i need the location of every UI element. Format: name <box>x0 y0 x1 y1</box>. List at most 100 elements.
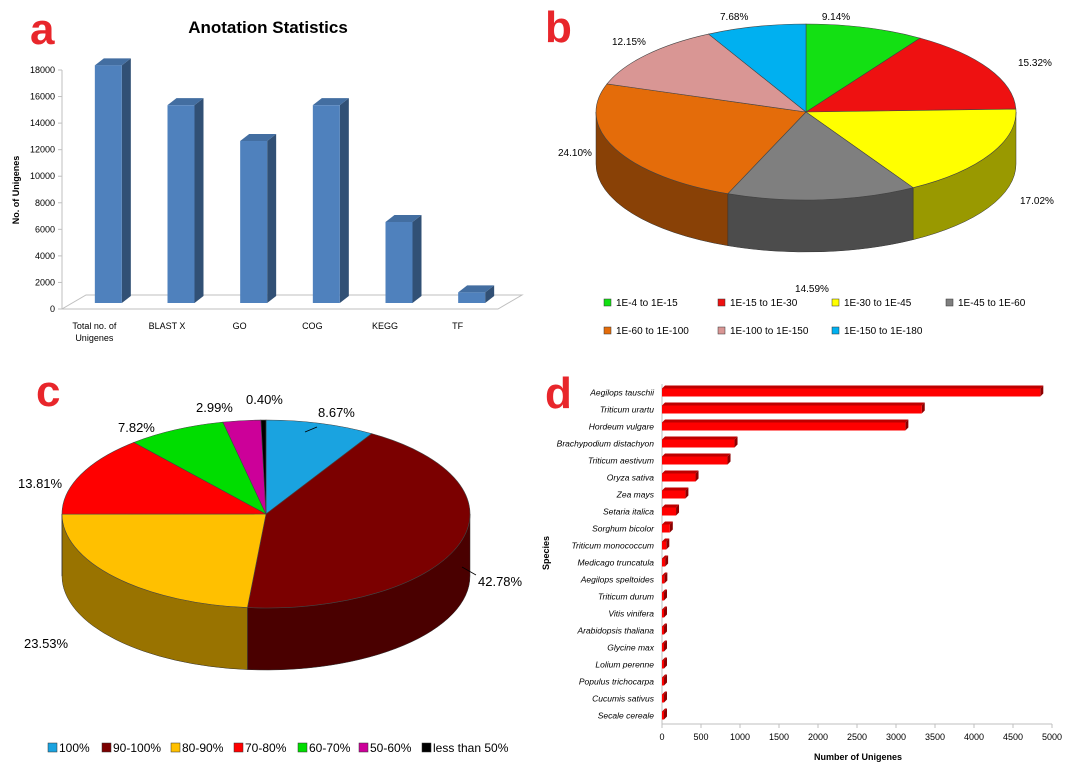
chart-b-legend-swatch <box>717 326 726 335</box>
chart-d-xtick-label: 2000 <box>808 732 828 742</box>
chart-d-bar <box>662 405 922 414</box>
chart-d-species-label: Brachypodium distachyon <box>557 439 655 449</box>
chart-d-species-label: Vitis vinifera <box>608 609 654 619</box>
chart-a-floor <box>60 294 524 310</box>
chart-d-bar-top <box>662 436 738 440</box>
chart-c-legend-swatch <box>101 742 112 753</box>
chart-d-bar-top <box>662 657 667 661</box>
chart-d-bar-side <box>921 402 925 414</box>
chart-d-xtick-label: 1000 <box>730 732 750 742</box>
chart-a-bar-side <box>412 215 422 303</box>
chart-a-ytick-label: 6000 <box>35 224 55 234</box>
chart-b-slice-label: 24.10% <box>558 148 592 159</box>
chart-a-bar-side <box>121 58 131 304</box>
chart-c-slice-label: 8.67% <box>318 405 355 420</box>
chart-d-bar-side <box>1040 385 1044 397</box>
chart-c-legend-label: 70-80% <box>245 741 287 755</box>
chart-a-ytick-label: 8000 <box>35 198 55 208</box>
chart-d-bar-top <box>662 521 673 525</box>
chart-d-bar-side <box>727 453 731 465</box>
panel-letter-b: b <box>545 3 572 52</box>
chart-a-bar <box>385 222 413 303</box>
chart-d-species-label: Populus trichocarpa <box>579 677 654 687</box>
chart-d-species-label: Triticum durum <box>598 592 654 602</box>
chart-d-bar-side <box>669 521 673 533</box>
chart-c-legend-swatch <box>233 742 244 753</box>
chart-d-species-label: Cucumis sativus <box>592 694 655 704</box>
chart-d-bar-side <box>685 487 689 499</box>
chart-d-xtick-label: 500 <box>693 732 708 742</box>
chart-a-ytick-label: 2000 <box>35 277 55 287</box>
chart-b-legend-label: 1E-45 to 1E-60 <box>958 298 1026 309</box>
chart-d-bar <box>662 626 664 635</box>
chart-d-bar <box>662 422 906 431</box>
chart-a-ytick-label: 0 <box>50 304 55 314</box>
chart-d-bar-side <box>734 436 738 448</box>
chart-d-bar <box>662 558 666 567</box>
chart-b-legend-swatch <box>945 298 954 307</box>
chart-c-slice-label: 2.99% <box>196 400 233 415</box>
chart-a-xtick-label: COG <box>302 321 323 331</box>
chart-a-ytick-label: 4000 <box>35 251 55 261</box>
chart-d-bar <box>662 541 667 550</box>
chart-d-species-label: Lolium perenne <box>595 660 654 670</box>
chart-a-bar <box>458 292 486 303</box>
chart-d-bar-side <box>666 538 670 550</box>
chart-d-species-label: Zea mays <box>616 490 655 500</box>
chart-d-bar-top <box>662 708 667 712</box>
panel-letter-a: a <box>30 5 55 54</box>
chart-a-bar-side <box>339 98 349 304</box>
chart-d-bar-top <box>662 453 731 457</box>
chart-d-bar-side <box>664 606 667 618</box>
chart-a-ytick-label: 10000 <box>30 171 55 181</box>
chart-d-bar-top <box>662 572 668 576</box>
chart-d-bar-side <box>905 419 909 431</box>
chart-b-legend-label: 1E-150 to 1E-180 <box>844 326 923 337</box>
chart-d-bar-side <box>664 657 667 669</box>
chart-c-legend-swatch <box>170 742 181 753</box>
chart-a-xtick-label: Total no. of <box>72 321 117 331</box>
chart-d-bar-side <box>664 708 667 720</box>
chart-b-slice-label: 14.59% <box>795 284 829 295</box>
chart-d-bar <box>662 643 664 652</box>
chart-c-legend-swatch <box>358 742 369 753</box>
chart-b-legend-swatch <box>831 326 840 335</box>
chart-d-bar-top <box>662 589 667 593</box>
chart-c-slice-label: 7.82% <box>118 420 155 435</box>
chart-d-bar-side <box>665 555 669 567</box>
chart-c-slice <box>260 419 267 515</box>
chart-d-bar-top <box>662 674 667 678</box>
chart-b-legend-label: 1E-60 to 1E-100 <box>616 326 689 337</box>
chart-d-species-label: Sorghum bicolor <box>592 524 655 534</box>
chart-b-legend-swatch <box>717 298 726 307</box>
chart-d-bar-side <box>695 470 699 482</box>
chart-d-species-label: Aegilops speltoides <box>580 575 655 585</box>
chart-a-title: Anotation Statistics <box>188 18 348 37</box>
chart-c-leader-line <box>461 566 477 576</box>
chart-d-bar-top <box>662 640 667 644</box>
chart-b-slice <box>805 108 1017 189</box>
chart-d-species-label: Medicago truncatula <box>577 558 654 568</box>
chart-a-bar-top <box>94 58 131 66</box>
chart-d-species-label: Setaria italica <box>603 507 654 517</box>
chart-c-slice <box>61 513 267 608</box>
chart-b-legend-label: 1E-30 to 1E-45 <box>844 298 912 309</box>
chart-d-xtick-label: 3500 <box>925 732 945 742</box>
chart-a-xtick-label: GO <box>233 321 247 331</box>
chart-c-slice <box>247 433 471 609</box>
chart-d-xtick-label: 1500 <box>769 732 789 742</box>
chart-a-ytick-label: 16000 <box>30 92 55 102</box>
chart-c-slice <box>61 442 267 515</box>
chart-b-slice-label: 15.32% <box>1018 58 1052 69</box>
chart-d-xtick-label: 2500 <box>847 732 867 742</box>
chart-d-bar <box>662 524 670 533</box>
chart-c-slice-label: 0.40% <box>246 392 283 407</box>
chart-a-xtick-label: TF <box>452 321 463 331</box>
chart-d-xtick-label: 4500 <box>1003 732 1023 742</box>
chart-b-legend-label: 1E-4 to 1E-15 <box>616 298 678 309</box>
chart-d-bar <box>662 660 664 669</box>
chart-c-legend-label: 100% <box>59 741 90 755</box>
chart-d-ylabel: Species <box>541 536 551 570</box>
chart-a-ytick-label: 14000 <box>30 118 55 128</box>
